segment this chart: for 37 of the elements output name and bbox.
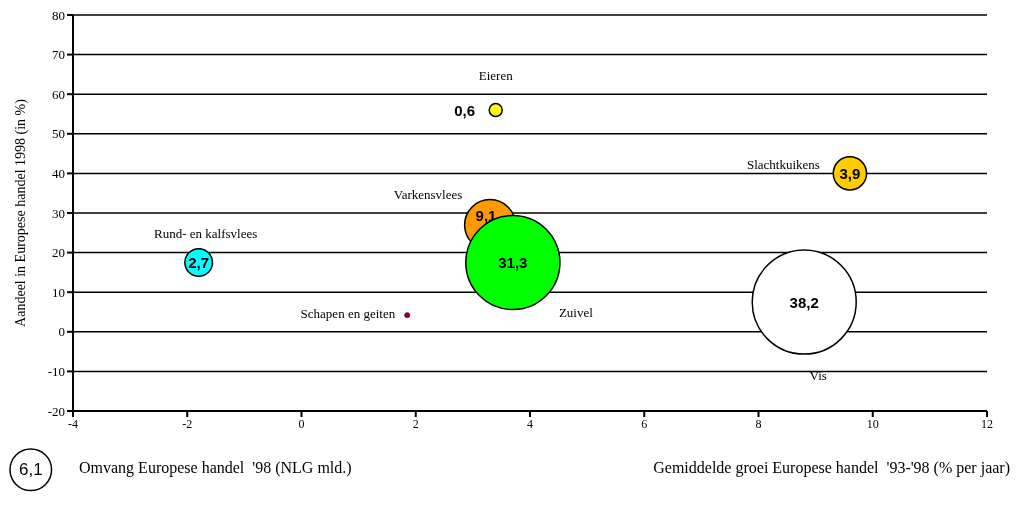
data-label: 0,6 xyxy=(454,101,476,119)
x-tick-label: 2 xyxy=(412,416,419,431)
x-tick-label: 10 xyxy=(866,416,879,431)
series-label: Rund- en kalfsvlees xyxy=(154,225,258,241)
x-tick-label: -4 xyxy=(68,416,78,431)
data-label: 38,2 xyxy=(789,293,819,311)
y-tick-label: 40 xyxy=(52,166,65,182)
series-label: Slachtkuikens xyxy=(746,157,820,173)
y-tick-label: 0 xyxy=(58,324,65,340)
x-axis-title: Gemiddelde groei Europese handel '93-'98 (% per jaar) xyxy=(653,459,1010,477)
series-label: Eieren xyxy=(478,68,514,84)
data-label: 3,9 xyxy=(839,164,861,182)
y-tick-label: 20 xyxy=(52,245,65,261)
y-tick-label: -20 xyxy=(47,403,65,419)
series-label: Zuivel xyxy=(558,304,594,320)
legend-title: Omvang Europese handel '98 (NLG mld.) xyxy=(79,459,352,477)
x-tick-label: 6 xyxy=(641,416,648,431)
x-tick-label: 8 xyxy=(755,416,762,431)
data-label: 31,3 xyxy=(498,254,528,271)
size-legend-circle: 6,1 xyxy=(8,447,54,493)
y-tick-label: 10 xyxy=(52,284,65,300)
x-tick-label: 12 xyxy=(981,416,993,431)
y-tick-label: 30 xyxy=(52,205,65,221)
x-tick-label: -2 xyxy=(182,416,193,431)
y-tick-label: 70 xyxy=(52,47,65,63)
y-tick-label: 50 xyxy=(52,126,65,142)
series-label: Varkensvlees xyxy=(393,186,463,202)
y-tick-label: 60 xyxy=(52,86,65,102)
y-tick-label: -10 xyxy=(47,364,65,380)
y-axis-title: Aandeel in Europese handel 1998 (in %) xyxy=(12,98,29,327)
text: Schapen en geiten xyxy=(300,306,396,322)
series-label: Vis xyxy=(809,368,827,384)
y-tick-label: 80 xyxy=(52,7,65,23)
x-tick-label: 4 xyxy=(527,416,533,431)
data-label: 2,7 xyxy=(188,254,210,271)
legend-label: 6,1 xyxy=(18,460,43,480)
x-tick-label: 0 xyxy=(298,416,305,431)
